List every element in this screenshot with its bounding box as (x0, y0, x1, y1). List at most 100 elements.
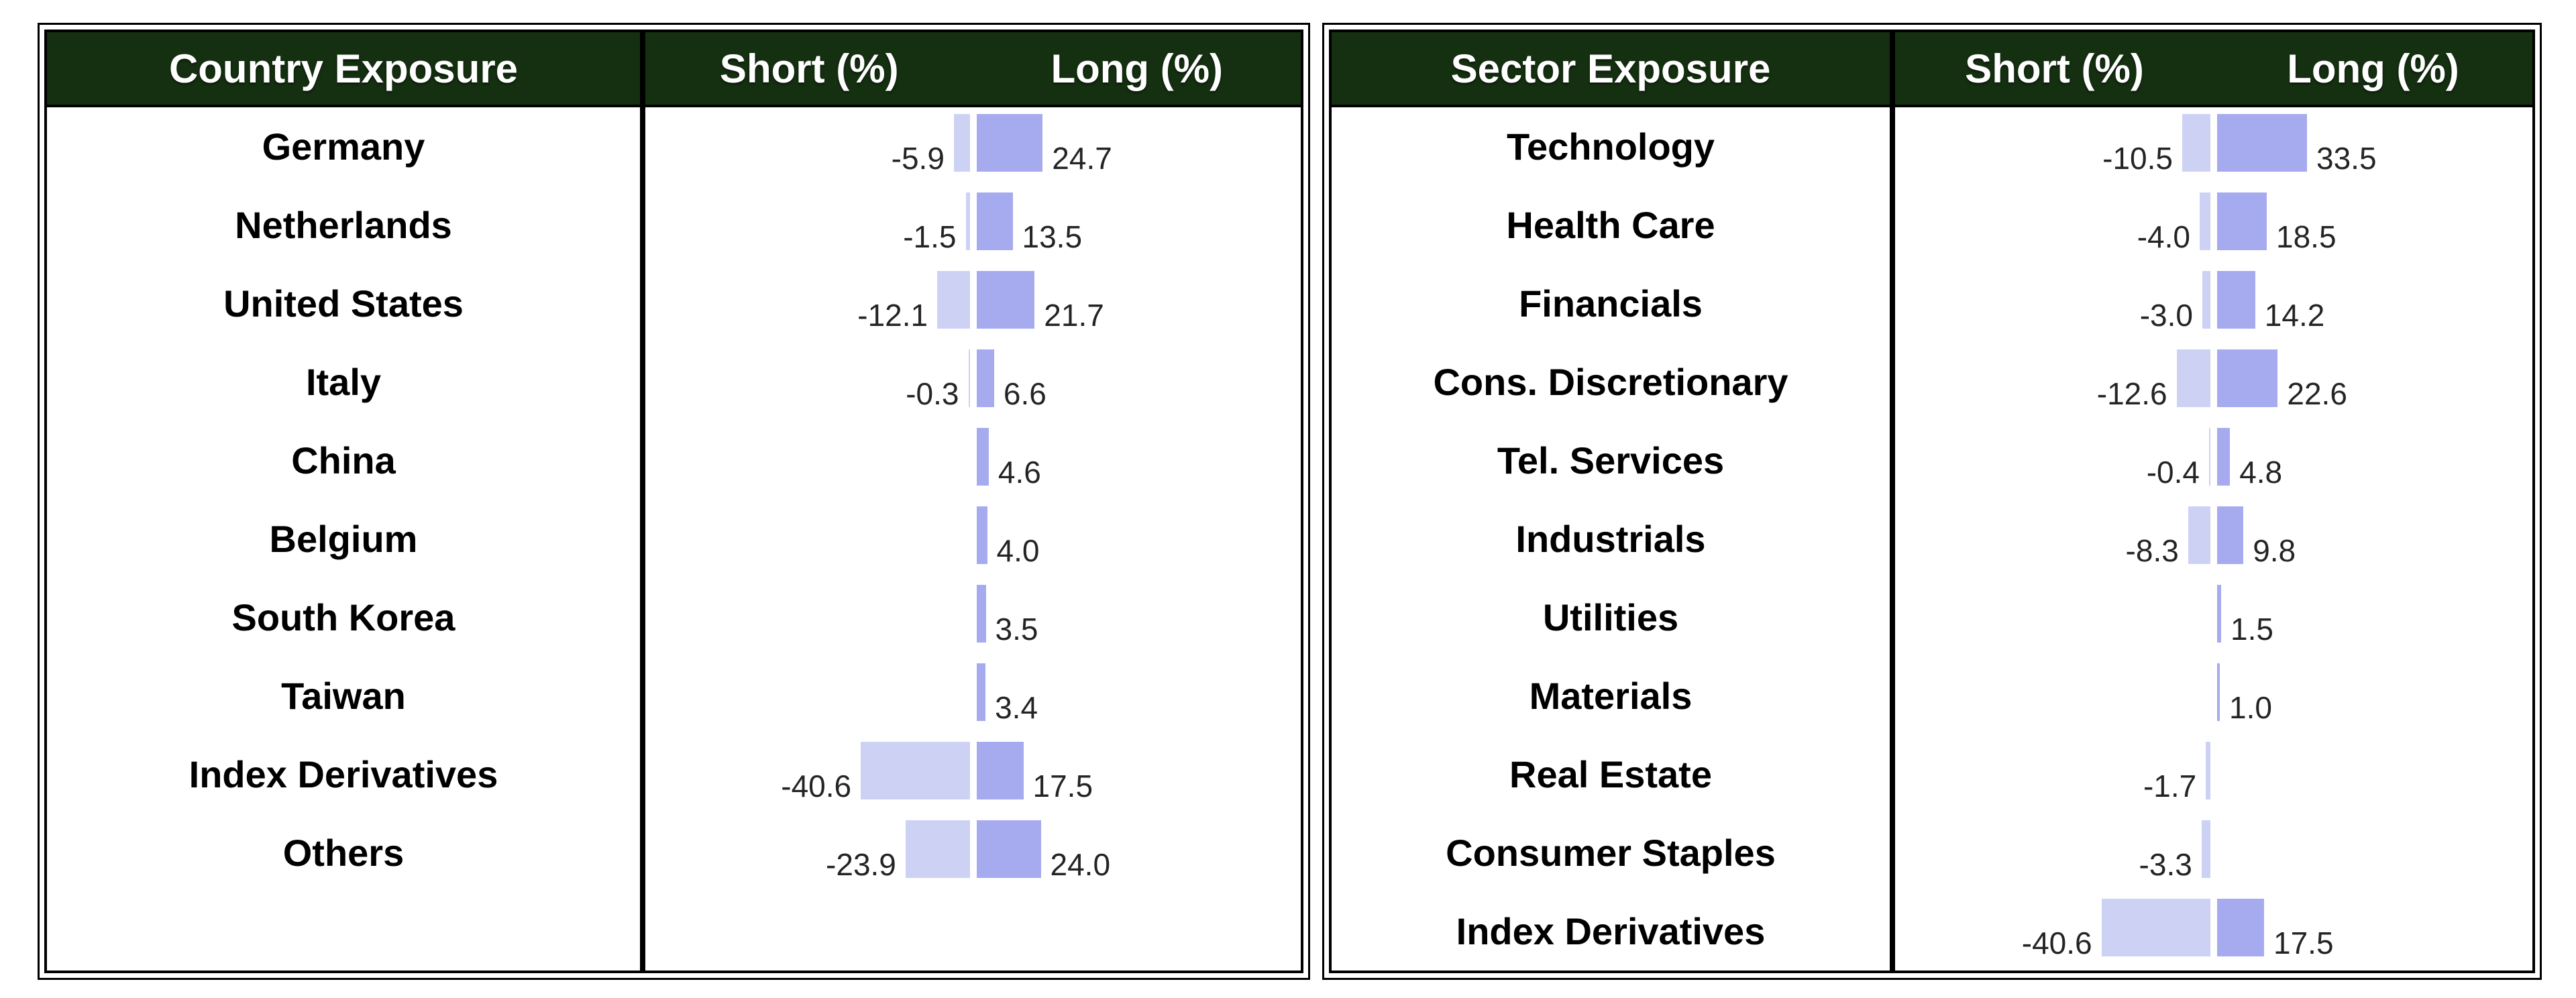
short-value: -4.0 (2137, 219, 2190, 254)
bars-panel-header: Short (%) Long (%) (1895, 32, 2532, 107)
category-rows: Technology Health Care Financials Cons. Dis… (1332, 107, 1890, 971)
bar-row: -3.3 (1895, 814, 2532, 892)
bar-row: -5.9 24.7 (645, 107, 1301, 186)
long-value: 33.5 (2316, 140, 2377, 176)
bar-row: -1.5 13.5 (645, 186, 1301, 264)
bars-panel: Short (%) Long (%) -10.5 33.5 -4.0 18.5 -3.0 14… (1892, 30, 2535, 973)
long-column-header: Long (%) (2287, 46, 2459, 91)
short-value: -3.3 (2139, 846, 2192, 882)
bar-row: 1.5 (1895, 578, 2532, 657)
short-value: -40.6 (2021, 925, 2092, 960)
long-bar (976, 663, 986, 721)
bar-rows: -5.9 24.7 -1.5 13.5 -12.1 21.7 -0.3 6.6 4.6 4.0 3.… (645, 107, 1301, 971)
short-bar (2182, 114, 2210, 172)
row-label (47, 892, 640, 971)
row-label: United States (223, 282, 464, 325)
bar-row: -12.6 22.6 (1895, 343, 2532, 421)
long-value: 4.8 (2239, 454, 2283, 490)
long-value: 21.7 (1044, 297, 1104, 333)
short-value: -12.1 (857, 297, 928, 333)
short-bar (2188, 506, 2210, 564)
short-value: -0.4 (2146, 454, 2200, 490)
long-bar (976, 506, 987, 564)
long-value: 24.0 (1050, 846, 1111, 882)
long-bar (2217, 114, 2307, 172)
category-rows: Germany Netherlands United States Italy Chin… (47, 107, 640, 971)
long-bar (976, 192, 1013, 250)
bar-row: 1.0 (1895, 657, 2532, 735)
bars-panel: Short (%) Long (%) -5.9 24.7 -1.5 13.5 -12.1 21… (643, 30, 1303, 973)
short-bar (905, 820, 970, 878)
long-bar (2217, 192, 2267, 250)
short-value: -5.9 (891, 140, 945, 176)
row-label: Cons. Discretionary (1433, 361, 1788, 403)
long-bar (2217, 349, 2278, 407)
row-label: Index Derivatives (1456, 910, 1766, 952)
short-bar (861, 742, 970, 799)
bar-row: 3.5 (645, 578, 1301, 657)
bar-row: -40.6 17.5 (645, 735, 1301, 814)
short-value: -0.3 (906, 376, 959, 411)
bar-row: -3.0 14.2 (1895, 264, 2532, 343)
bar-row: -10.5 33.5 (1895, 107, 2532, 186)
long-value: 9.8 (2253, 533, 2296, 568)
bar-row: -4.0 18.5 (1895, 186, 2532, 264)
short-bar (2206, 742, 2210, 799)
row-label: South Korea (231, 596, 455, 639)
short-value: -12.6 (2096, 376, 2167, 411)
long-bar (976, 271, 1035, 329)
long-value: 17.5 (2273, 925, 2334, 960)
table-panels: Sector Exposure Technology Health Care Fina… (1329, 30, 2535, 973)
long-value: 18.5 (2276, 219, 2337, 254)
bar-row: 3.4 (645, 657, 1301, 735)
table-title: Sector Exposure (1332, 32, 1890, 107)
long-value: 6.6 (1003, 376, 1046, 411)
long-bar (2217, 271, 2255, 329)
long-value: 4.0 (996, 533, 1040, 568)
bar-row: -8.3 9.8 (1895, 500, 2532, 578)
short-value: -23.9 (826, 846, 896, 882)
short-value: -1.5 (903, 219, 957, 254)
category-panel: Country Exposure Germany Netherlands United… (44, 30, 643, 973)
row-label: China (291, 439, 396, 482)
short-bar (2200, 192, 2210, 250)
short-bar (2176, 349, 2210, 407)
row-label: Italy (305, 361, 382, 403)
bar-row: -1.7 (1895, 735, 2532, 814)
long-bar (976, 742, 1024, 799)
short-bar (2201, 820, 2210, 878)
short-value: -40.6 (781, 768, 852, 803)
long-value: 17.5 (1032, 768, 1093, 803)
long-bar (2217, 428, 2231, 486)
row-label: Tel. Services (1497, 439, 1725, 482)
long-value: 14.2 (2264, 297, 2325, 333)
bar-row: 4.0 (645, 500, 1301, 578)
short-column-header: Short (%) (719, 46, 899, 91)
short-bar (968, 349, 970, 407)
long-bar (2217, 899, 2264, 956)
bars-panel-header: Short (%) Long (%) (645, 32, 1301, 107)
long-bar (976, 428, 989, 486)
row-label: Materials (1529, 675, 1693, 717)
row-label: Taiwan (281, 675, 406, 717)
long-value: 1.0 (2229, 689, 2272, 725)
sector-exposure-table: Sector Exposure Technology Health Care Fina… (1322, 23, 2542, 980)
bar-row: -0.3 6.6 (645, 343, 1301, 421)
long-bar (2217, 585, 2221, 643)
long-bar (2217, 506, 2244, 564)
row-label: Technology (1506, 125, 1715, 168)
short-bar (937, 271, 970, 329)
bar-row: -23.9 24.0 (645, 814, 1301, 892)
bar-row (645, 892, 1301, 971)
row-label: Others (282, 832, 405, 874)
bar-row: -40.6 17.5 (1895, 892, 2532, 971)
row-label: Index Derivatives (189, 753, 498, 795)
long-bar (976, 114, 1043, 172)
bar-row: 4.6 (645, 421, 1301, 500)
bar-rows: -10.5 33.5 -4.0 18.5 -3.0 14.2 -12.6 22.6 -0.4 4.… (1895, 107, 2532, 971)
long-column-header: Long (%) (1051, 46, 1224, 91)
long-value: 13.5 (1022, 219, 1083, 254)
row-label: Germany (262, 125, 425, 168)
bar-row: -0.4 4.8 (1895, 421, 2532, 500)
